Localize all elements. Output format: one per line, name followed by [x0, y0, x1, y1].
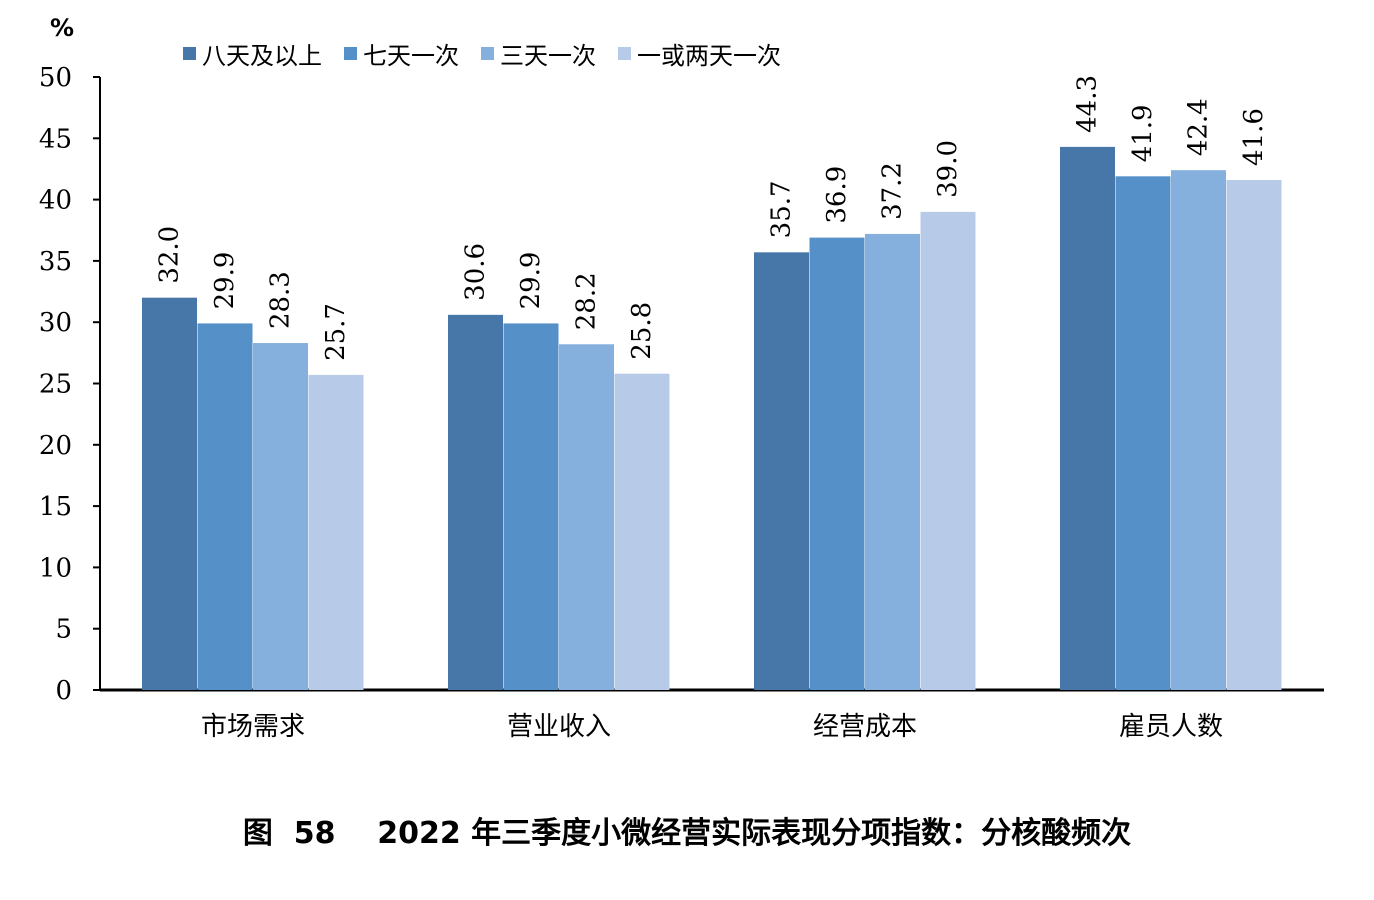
bar	[809, 237, 865, 690]
legend-label-series-4: 一或两天一次	[637, 42, 781, 70]
y-tick-label: 35	[39, 247, 72, 277]
data-label: 36.9	[822, 166, 852, 224]
legend-swatch-series-3	[481, 47, 494, 60]
bar	[253, 343, 308, 690]
bar	[197, 323, 253, 690]
y-tick-label: 30	[39, 308, 72, 338]
y-tick-label: 5	[55, 615, 72, 645]
bar	[308, 374, 364, 690]
legend-item-series-4: 一或两天一次	[618, 36, 781, 71]
x-tick-label: 营业收入	[507, 712, 611, 742]
bar	[1060, 146, 1115, 690]
y-tick-label: 40	[39, 186, 72, 216]
y-tick-label: 10	[39, 553, 72, 583]
legend-item-series-1: 八天及以上	[183, 36, 322, 71]
legend-swatch-series-4	[618, 47, 631, 60]
bar	[559, 344, 614, 690]
x-tick-label: 市场需求	[201, 712, 305, 742]
bar	[142, 297, 197, 690]
y-tick-label: 15	[39, 492, 72, 522]
y-tick-label: 45	[39, 124, 72, 154]
data-label: 28.2	[572, 272, 602, 330]
x-tick-label: 经营成本	[813, 712, 917, 742]
y-tick-label: 50	[39, 63, 72, 93]
bar	[1115, 176, 1171, 690]
bar-chart: 0 5 10 15 20 25 30 35 40 45 50 32.0 29.9 28.3 25.7 市场需求…	[39, 63, 1324, 742]
data-label: 29.9	[210, 252, 240, 310]
x-tick-label: 雇员人数	[1119, 712, 1223, 742]
legend-item-series-2: 七天一次	[344, 36, 459, 71]
data-label: 29.9	[516, 252, 546, 310]
data-label: 44.3	[1073, 75, 1103, 133]
figure-caption: 图 58 2022 年三季度小微经营实际表现分项指数：分核酸频次	[242, 816, 1132, 851]
y-tick-label: 0	[55, 676, 72, 706]
legend-label-series-3: 三天一次	[500, 42, 596, 70]
legend-swatch-series-2	[344, 47, 357, 60]
data-label: 35.7	[767, 180, 797, 238]
legend-label-series-1: 八天及以上	[202, 42, 322, 70]
y-axis-unit-label: %	[50, 14, 75, 42]
bar	[1226, 179, 1282, 690]
legend-label-series-2: 七天一次	[363, 42, 459, 70]
data-label: 41.6	[1239, 108, 1269, 166]
data-label: 42.4	[1184, 98, 1214, 156]
y-tick-label: 20	[39, 431, 72, 461]
bar	[1171, 170, 1226, 690]
y-tick-label: 25	[39, 370, 72, 400]
data-label: 30.6	[461, 243, 491, 301]
chart-legend: 八天及以上 七天一次 三天一次 一或两天一次	[183, 36, 781, 71]
data-label: 28.3	[266, 271, 296, 329]
bar	[865, 233, 920, 691]
data-label: 37.2	[878, 162, 908, 220]
bar	[448, 314, 503, 690]
bar	[503, 323, 559, 690]
bar	[920, 211, 976, 691]
legend-item-series-3: 三天一次	[481, 36, 596, 71]
data-label: 25.7	[321, 303, 351, 361]
data-label: 41.9	[1128, 104, 1158, 162]
legend-swatch-series-1	[183, 47, 196, 60]
data-label: 39.0	[933, 140, 963, 198]
bar	[754, 252, 809, 690]
data-label: 25.8	[627, 302, 657, 360]
bar	[614, 373, 670, 690]
data-label: 32.0	[155, 226, 185, 284]
